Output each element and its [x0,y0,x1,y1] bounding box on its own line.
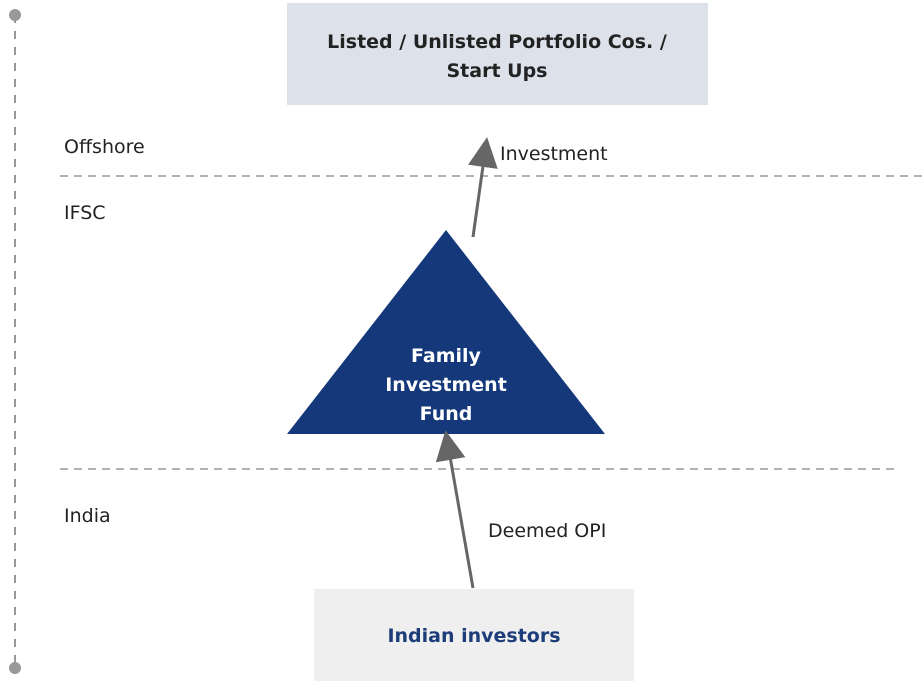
timeline-dot [9,9,21,21]
arrow-label: Investment [500,143,608,165]
top-box-label: Start Ups [447,60,548,82]
top-box [287,3,708,105]
fund-triangle [287,230,605,434]
arrow-label: Deemed OPI [488,520,606,542]
arrow [435,430,475,589]
top-box-label: Listed / Unlisted Portfolio Cos. / [327,31,667,53]
zone-label: IFSC [64,202,106,224]
fund-label: Investment [385,374,507,396]
fund-label: Family [411,345,482,367]
timeline-dot [9,662,21,674]
bottom-box-label: Indian investors [387,625,560,647]
zone-label: India [64,505,111,527]
bottom-box [314,589,634,681]
fund-label: Fund [420,403,473,425]
arrow [468,137,498,238]
zone-label: Offshore [64,136,145,158]
